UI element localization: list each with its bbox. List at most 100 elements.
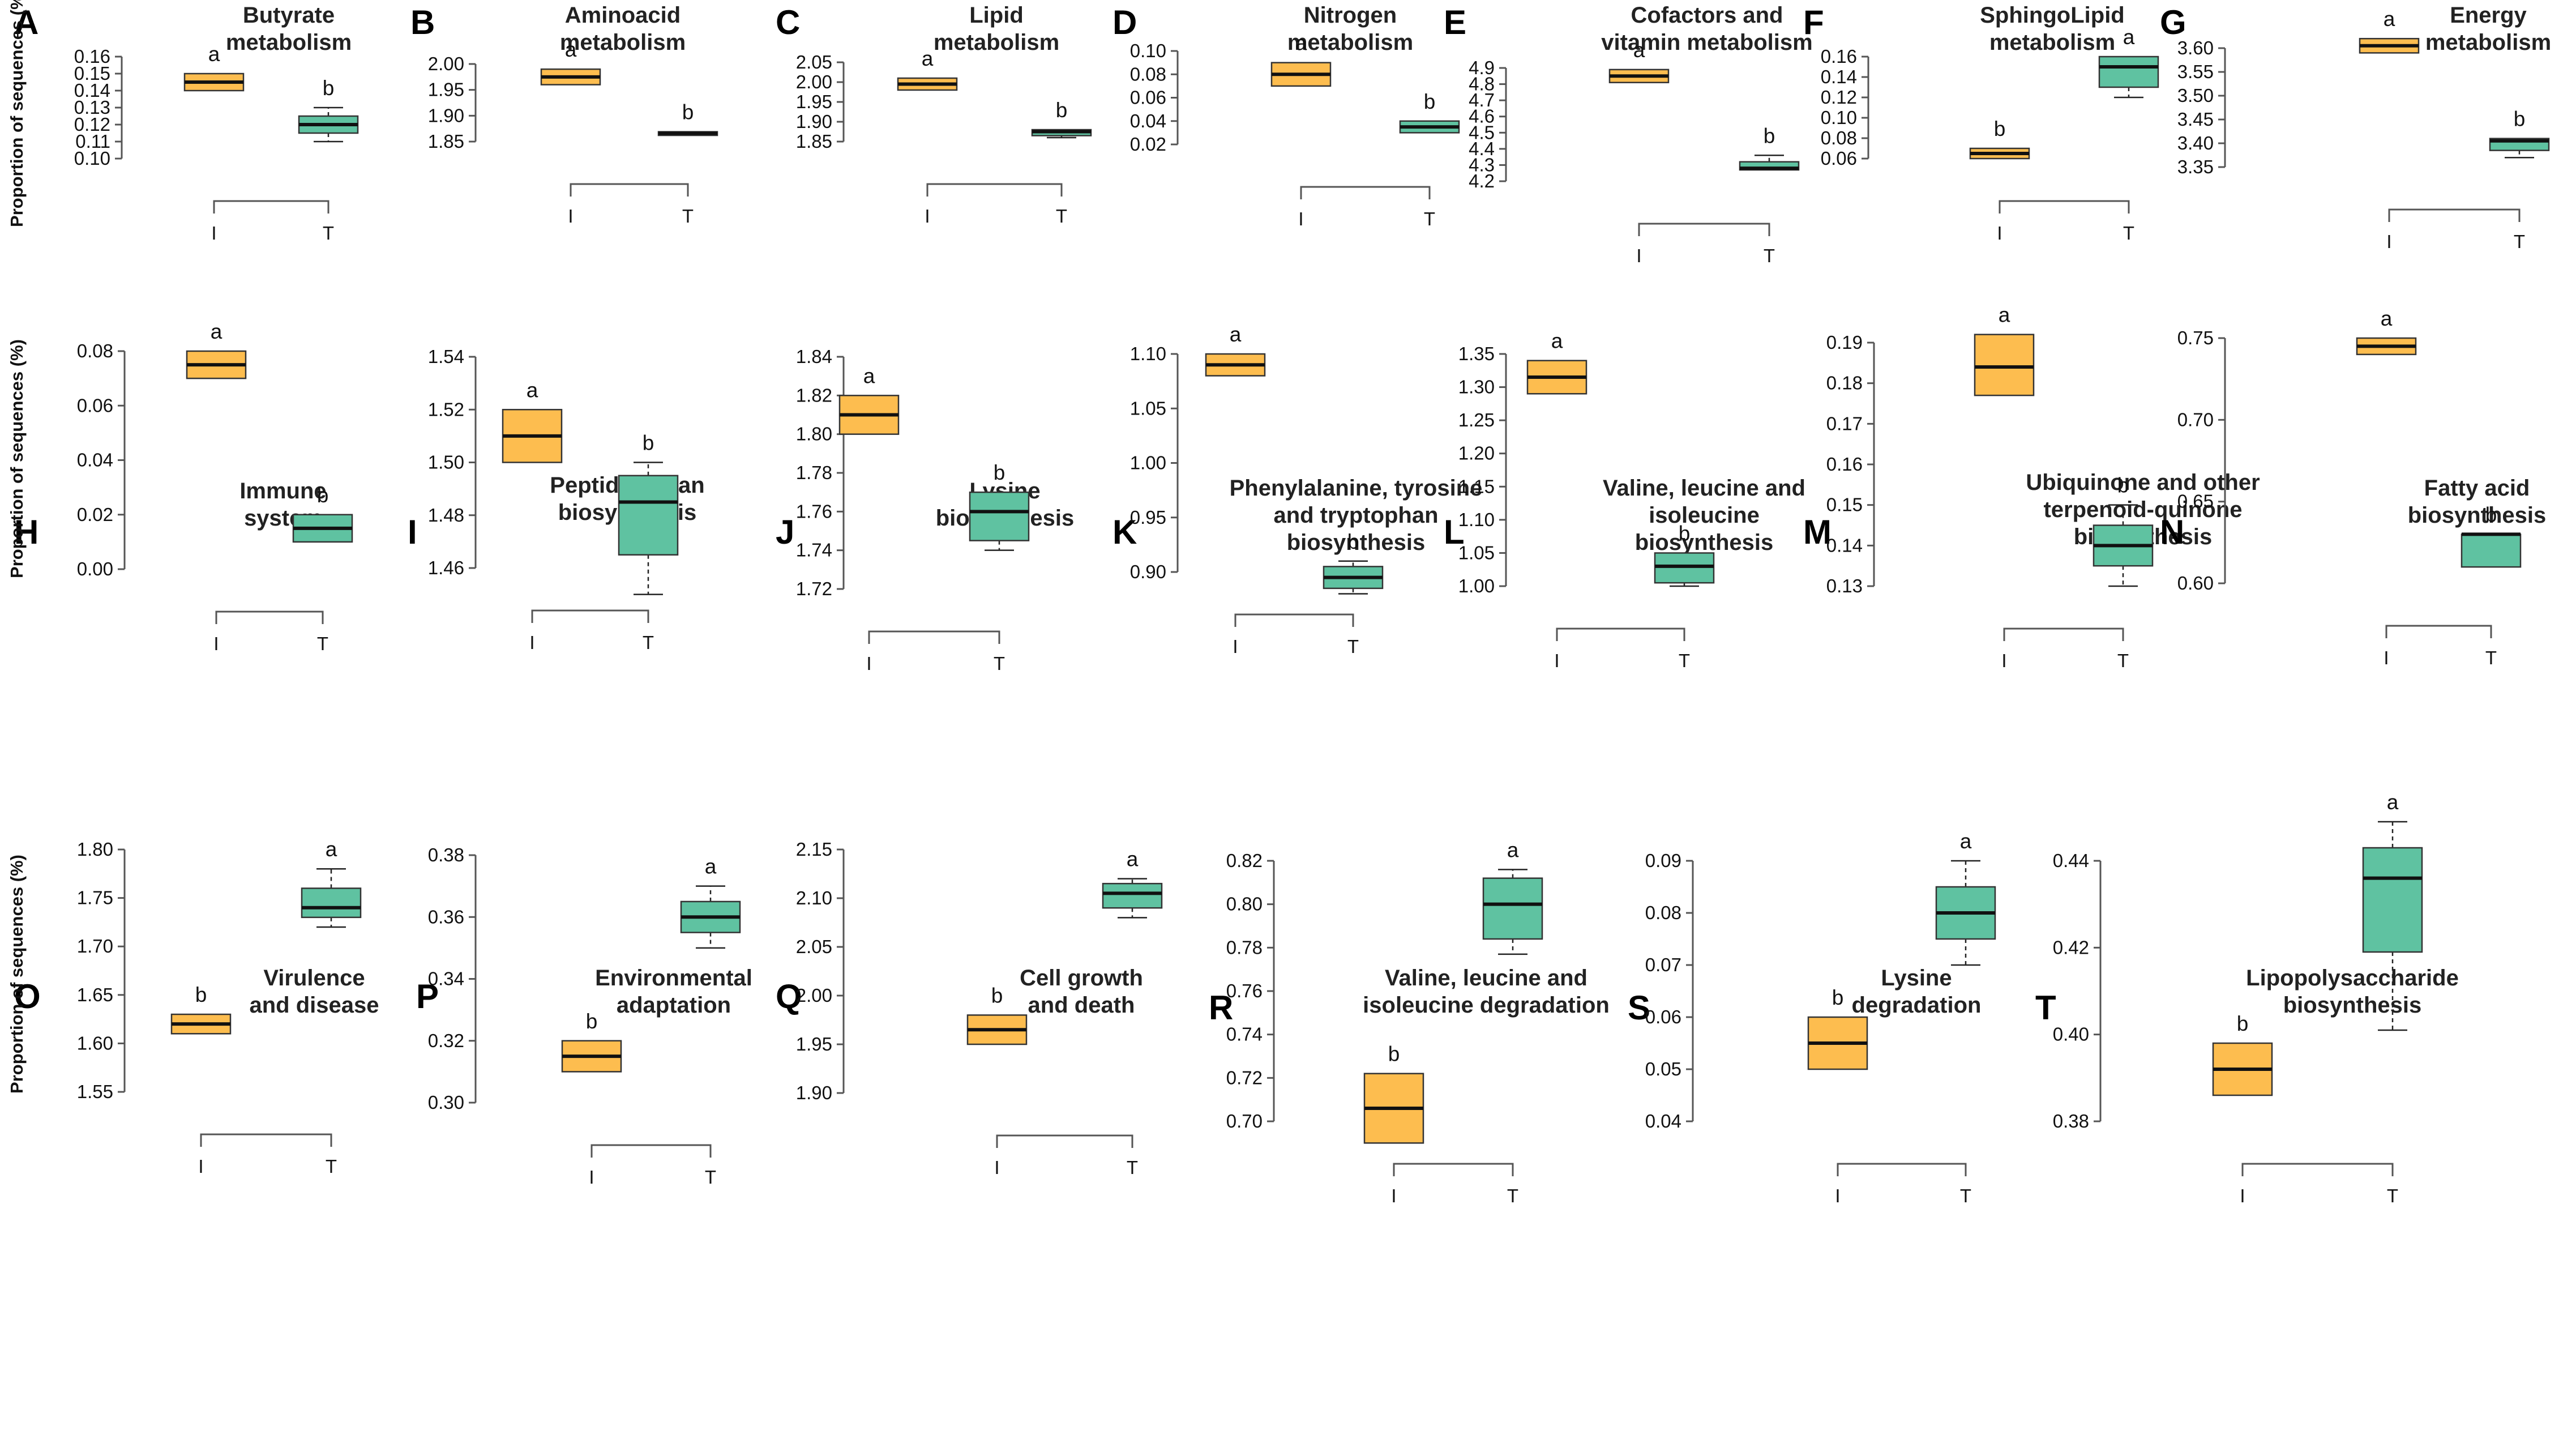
panel-title-line: metabolism <box>2425 30 2551 55</box>
y-tick-label: 0.74 <box>1226 1024 1263 1045</box>
box-i: a <box>2356 307 2417 356</box>
y-tick-label: 1.90 <box>428 105 464 126</box>
x-tick-label: T <box>1960 1185 1971 1206</box>
x-tick-label: T <box>2117 650 2129 671</box>
panel-title-line: Lipopolysaccharide <box>2246 966 2459 991</box>
box-t: b <box>1031 99 1092 139</box>
y-tick-label: 0.08 <box>1645 902 1681 923</box>
significance-label: b <box>643 432 654 455</box>
panel-title-line: SphingoLipid <box>1980 3 2125 28</box>
y-tick-label: 3.40 <box>2177 133 2214 153</box>
panel-title-line: Valine, leucine and <box>1385 966 1587 991</box>
y-tick-label: 2.15 <box>796 839 832 860</box>
y-tick-label: 0.13 <box>74 97 110 118</box>
y-tick-label: 1.30 <box>1458 377 1495 398</box>
x-tick-label: I <box>589 1167 594 1188</box>
significance-label: b <box>2485 503 2497 526</box>
panel-title-line: Cell growth <box>1020 966 1143 991</box>
x-tick-label: T <box>994 653 1005 674</box>
significance-label: a <box>1960 830 1972 853</box>
y-tick-label: 0.16 <box>1821 46 1857 67</box>
x-tick-label: I <box>1391 1185 1396 1206</box>
box-i: a <box>183 42 245 92</box>
x-tick-label: I <box>211 223 216 244</box>
y-tick-label: 0.06 <box>1645 1006 1681 1027</box>
box-t: b <box>1739 124 1800 171</box>
y-tick-label: 1.46 <box>428 557 464 578</box>
box-t: a <box>2362 791 2423 1031</box>
y-tick-label: 0.78 <box>1226 937 1263 958</box>
significance-label: b <box>991 984 1003 1007</box>
panel-title-line: Immune <box>239 479 326 503</box>
panel-title-line: Butyrate <box>243 3 335 28</box>
box-i: b <box>170 983 232 1035</box>
y-tick-label: 1.75 <box>77 887 113 908</box>
panel-i: IPeptidoglycanbiosynthesis1.461.481.501.… <box>408 346 705 653</box>
y-tick-label: 0.42 <box>2053 937 2089 958</box>
significance-label: b <box>2514 108 2526 131</box>
x-tick-label: T <box>2387 1185 2398 1206</box>
x-axis-line <box>868 630 1000 644</box>
x-axis-line <box>1234 613 1354 627</box>
x-tick-label: T <box>1507 1185 1518 1206</box>
significance-label: a <box>208 42 220 66</box>
y-tick-label: 0.32 <box>428 1030 464 1051</box>
x-tick-label: I <box>2001 650 2006 671</box>
y-axis-label: Proportion of sequences (%) <box>7 0 27 227</box>
y-tick-label: 2.00 <box>796 71 832 92</box>
y-tick-label: 3.35 <box>2177 156 2214 177</box>
y-tick-label: 1.52 <box>428 399 464 420</box>
box-i: a <box>838 364 900 435</box>
x-axis-line <box>2241 1163 2394 1176</box>
y-tick-label: 4.3 <box>1469 154 1495 175</box>
y-tick-label: 0.38 <box>428 844 464 865</box>
y-tick-label: 0.14 <box>74 80 110 101</box>
y-tick-label: 3.45 <box>2177 109 2214 130</box>
y-tick-label: 0.19 <box>1826 332 1863 353</box>
x-tick-label: I <box>2384 647 2389 668</box>
panel-f: F SphingoLipidmetabolism0.060.080.100.120… <box>1803 3 2159 244</box>
box-i: a <box>1974 304 2035 396</box>
x-axis-line <box>1837 1163 1967 1176</box>
panel-title-line: and disease <box>249 993 379 1018</box>
y-tick-label: 4.7 <box>1469 89 1495 110</box>
x-axis-line <box>1300 186 1431 199</box>
x-axis-line <box>1393 1163 1514 1176</box>
y-tick-label: 1.70 <box>77 936 113 957</box>
x-tick-label: T <box>1764 245 1775 266</box>
significance-label: a <box>1551 330 1563 353</box>
y-tick-label: 1.95 <box>796 1034 832 1054</box>
panel-title-line: metabolism <box>934 30 1059 55</box>
panel-title-line: vitamin metabolism <box>1601 30 1812 55</box>
x-axis-line <box>570 183 689 197</box>
y-tick-label: 0.40 <box>2053 1024 2089 1045</box>
panel-title-line: biosynthesis <box>1635 530 1774 555</box>
significance-label: b <box>1764 124 1775 147</box>
panel-title-line: and death <box>1028 993 1135 1018</box>
box-i: b <box>966 984 1028 1045</box>
x-tick-label: I <box>568 206 573 227</box>
y-tick-label: 0.12 <box>1821 87 1857 108</box>
y-tick-label: 1.90 <box>796 111 832 132</box>
y-tick-label: 1.55 <box>77 1081 113 1102</box>
x-tick-label: I <box>198 1156 203 1177</box>
x-tick-label: I <box>529 632 534 653</box>
significance-label: a <box>863 364 875 387</box>
box-i: a <box>1270 32 1332 87</box>
x-axis-line <box>2003 627 2124 641</box>
box-body <box>2461 533 2522 568</box>
x-tick-label: T <box>1679 650 1690 671</box>
y-tick-label: 0.11 <box>75 131 110 152</box>
x-tick-label: I <box>1636 245 1641 266</box>
x-axis-line <box>2385 625 2492 638</box>
y-tick-label: 1.74 <box>796 540 832 561</box>
panel-letter: E <box>1444 3 1466 41</box>
box-body <box>618 475 679 556</box>
y-tick-label: 1.50 <box>428 452 464 473</box>
